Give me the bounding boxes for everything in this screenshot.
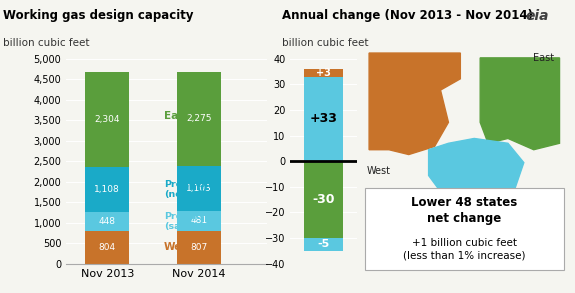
Text: West: West xyxy=(164,242,193,252)
Bar xyxy=(177,72,221,166)
Text: +33: +33 xyxy=(309,112,338,125)
Text: -30: -30 xyxy=(312,193,335,206)
Bar xyxy=(85,231,129,264)
Text: Producing
(nonsalt): Producing (nonsalt) xyxy=(164,180,218,199)
Text: 1,103: 1,103 xyxy=(186,184,212,193)
Text: Producing
(salt): Producing (salt) xyxy=(164,212,218,231)
Text: 804: 804 xyxy=(99,243,116,252)
Text: +1 billion cubic feet
(less than 1% increase): +1 billion cubic feet (less than 1% incr… xyxy=(403,238,526,260)
Text: East: East xyxy=(164,111,189,121)
Text: 807: 807 xyxy=(190,243,208,252)
Text: 2,275: 2,275 xyxy=(186,115,212,123)
Text: 481: 481 xyxy=(190,216,208,225)
Bar xyxy=(85,212,129,231)
Polygon shape xyxy=(428,139,524,198)
Text: West: West xyxy=(367,166,391,176)
Text: Annual change (Nov 2013 - Nov 2014): Annual change (Nov 2013 - Nov 2014) xyxy=(282,9,533,22)
Bar xyxy=(177,166,221,211)
Bar xyxy=(177,231,221,264)
Bar xyxy=(304,238,343,251)
Text: Producing: Producing xyxy=(452,199,500,209)
Text: Working gas design capacity: Working gas design capacity xyxy=(3,9,193,22)
Text: eia: eia xyxy=(526,9,549,23)
Bar xyxy=(304,161,343,238)
Text: 2,304: 2,304 xyxy=(94,115,120,124)
Bar xyxy=(304,76,343,161)
Text: billion cubic feet: billion cubic feet xyxy=(3,38,89,48)
Bar xyxy=(85,72,129,167)
Bar xyxy=(85,167,129,212)
Text: 1,108: 1,108 xyxy=(94,185,120,194)
Bar xyxy=(177,211,221,231)
Text: +3: +3 xyxy=(316,68,331,78)
Polygon shape xyxy=(369,53,461,154)
Text: 448: 448 xyxy=(99,217,116,226)
Polygon shape xyxy=(480,58,559,150)
FancyBboxPatch shape xyxy=(365,188,564,270)
Text: Lower 48 states
net change: Lower 48 states net change xyxy=(411,196,518,225)
Bar xyxy=(304,69,343,76)
Text: -5: -5 xyxy=(317,239,329,249)
Text: East: East xyxy=(533,53,554,63)
Text: billion cubic feet: billion cubic feet xyxy=(282,38,368,48)
